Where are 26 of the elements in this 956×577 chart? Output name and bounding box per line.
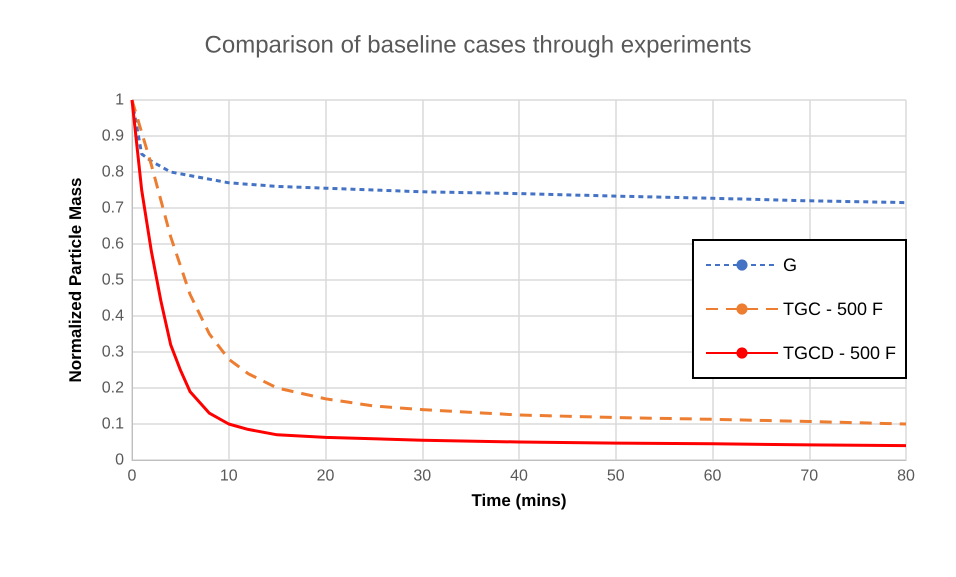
legend-label: TGC - 500 F xyxy=(782,299,884,319)
legend-label: TGCD - 500 F xyxy=(782,343,896,363)
y-tick-label: 0.3 xyxy=(102,344,124,360)
x-axis-title: Time (mins) xyxy=(471,491,567,510)
y-tick-label: 0.4 xyxy=(102,308,124,324)
y-tick-label: 0.5 xyxy=(102,272,124,288)
y-tick-label: 0.1 xyxy=(102,416,124,432)
y-tick-label: 0.8 xyxy=(102,164,124,180)
x-tick-label: 30 xyxy=(413,468,432,484)
x-tick-label: 20 xyxy=(316,468,334,484)
legend-label: G xyxy=(782,255,797,275)
x-tick-label: 40 xyxy=(510,468,528,484)
x-tick-label: 80 xyxy=(897,468,915,484)
x-tick-label: 70 xyxy=(800,468,818,484)
y-tick-label: 0.7 xyxy=(102,200,124,216)
x-tick-label: 10 xyxy=(220,468,238,484)
chart-title: Comparison of baseline cases through experiments xyxy=(204,32,752,58)
x-tick-label: 60 xyxy=(704,468,722,484)
y-tick-label: 0.6 xyxy=(102,236,124,252)
y-tick-label: 0 xyxy=(115,452,124,468)
y-tick-label: 1 xyxy=(115,92,124,108)
x-tick-label: 0 xyxy=(128,468,137,484)
y-tick-label: 0.2 xyxy=(102,380,124,396)
y-tick-label: 0.9 xyxy=(102,128,124,144)
y-axis-title: Normalized Particle Mass xyxy=(66,177,85,383)
x-tick-label: 50 xyxy=(606,468,625,484)
